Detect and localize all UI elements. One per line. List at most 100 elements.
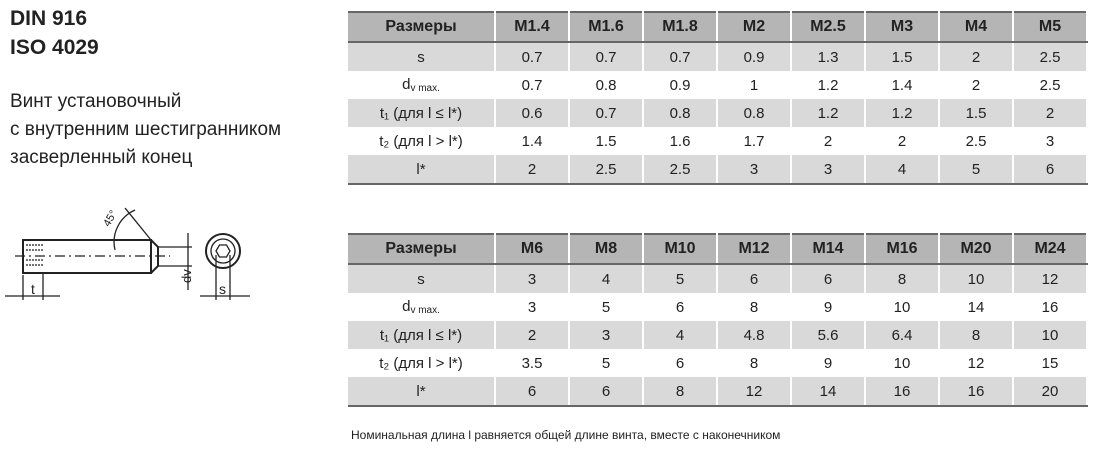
table-cell: 6	[791, 264, 866, 293]
product-description: Винт установочный с внутренним шестигран…	[10, 88, 281, 172]
table-cell: 5.6	[791, 321, 866, 349]
table-cell: 1.2	[865, 99, 940, 127]
footnote: Номинальная длина l равняется общей длин…	[351, 428, 781, 442]
table-cell: 10	[1013, 321, 1088, 349]
table-cell: 5	[569, 349, 644, 377]
column-header: M24	[1013, 233, 1088, 265]
table-cell: 10	[939, 264, 1014, 293]
table-cell: 6.4	[865, 321, 940, 349]
table-cell: 3	[569, 321, 644, 349]
table-cell: 0.9	[717, 42, 792, 71]
column-header: M14	[791, 233, 866, 265]
column-header: M4	[939, 11, 1014, 43]
column-header: M2	[717, 11, 792, 43]
table-cell: 1	[717, 71, 792, 99]
standard-title: DIN 916 ISO 4029	[10, 4, 99, 62]
table-cell: 1.5	[569, 127, 644, 155]
table-cell: 3	[495, 264, 570, 293]
table-cell: 9	[791, 293, 866, 321]
column-header: M12	[717, 233, 792, 265]
table-cell: 2.5	[643, 155, 718, 185]
description-line: засверленный конец	[10, 147, 193, 168]
table-cell: 2.5	[1013, 71, 1088, 99]
table-cell: 20	[1013, 377, 1088, 407]
row-label: l*	[348, 377, 496, 407]
column-header: M20	[939, 233, 1014, 265]
row-label: t₂ (для l > l*)	[348, 349, 496, 377]
table-row: l* 6 6 8 12 14 16 16 20	[348, 377, 1088, 407]
table-cell: 1.5	[865, 42, 940, 71]
row-label: s	[348, 264, 496, 293]
table-cell: 8	[939, 321, 1014, 349]
table-cell: 1.7	[717, 127, 792, 155]
table-cell: 0.8	[717, 99, 792, 127]
table-cell: 5	[939, 155, 1014, 185]
table-cell: 2	[791, 127, 866, 155]
table-cell: 6	[569, 377, 644, 407]
iso-label: ISO 4029	[10, 36, 99, 59]
description-line: Винт установочный	[10, 91, 182, 112]
dv-label: dv	[179, 269, 194, 283]
table-cell: 10	[865, 349, 940, 377]
screw-drawing: 45° t dv s	[5, 207, 250, 300]
table-cell: 4	[569, 264, 644, 293]
size-table-small: Размеры M1.4 M1.6 M1.8 M2 M2.5 M3 M4 M5 s 0.7 0.7 0.…	[348, 11, 1088, 185]
row-label: l*	[348, 155, 496, 185]
column-header: M2.5	[791, 11, 866, 43]
table-cell: 0.8	[643, 99, 718, 127]
table-cell: 2.5	[1013, 42, 1088, 71]
table-cell: 14	[939, 293, 1014, 321]
table-cell: 3.5	[495, 349, 570, 377]
row-label: dv max.	[348, 71, 496, 99]
table-cell: 2.5	[569, 155, 644, 185]
table-cell: 2	[495, 155, 570, 185]
column-header: M8	[569, 233, 644, 265]
column-header: M10	[643, 233, 718, 265]
table-cell: 4	[865, 155, 940, 185]
table-cell: 12	[1013, 264, 1088, 293]
table-cell: 9	[791, 349, 866, 377]
column-header: M1.6	[569, 11, 644, 43]
table-cell: 2	[939, 42, 1014, 71]
description-line: с внутренним шестигранником	[10, 119, 282, 140]
table-cell: 6	[495, 377, 570, 407]
table-cell: 1.6	[643, 127, 718, 155]
row-label: s	[348, 42, 496, 71]
table-cell: 3	[717, 155, 792, 185]
table-cell: 15	[1013, 349, 1088, 377]
row-label: t₂ (для l > l*)	[348, 127, 496, 155]
table-cell: 2.5	[939, 127, 1014, 155]
table-cell: 4.8	[717, 321, 792, 349]
table-cell: 2	[939, 71, 1014, 99]
column-header: M6	[495, 233, 570, 265]
table-cell: 1.3	[791, 42, 866, 71]
table-cell: 6	[717, 264, 792, 293]
table-cell: 2	[1013, 99, 1088, 127]
column-header: M1.8	[643, 11, 718, 43]
angle-label: 45°	[101, 208, 120, 228]
table-cell: 1.2	[791, 71, 866, 99]
din-label: DIN 916	[10, 7, 88, 30]
table-cell: 0.7	[495, 42, 570, 71]
table-cell: 16	[939, 377, 1014, 407]
table-row: dv max. 3 5 6 8 9 10 14 16	[348, 293, 1088, 321]
table-row: s 3 4 5 6 6 8 10 12	[348, 264, 1088, 293]
table-cell: 12	[939, 349, 1014, 377]
table-cell: 3	[1013, 127, 1088, 155]
t-label: t	[31, 281, 35, 297]
table-row: s 0.7 0.7 0.7 0.9 1.3 1.5 2 2.5	[348, 42, 1088, 71]
table-cell: 16	[865, 377, 940, 407]
table-cell: 0.7	[643, 42, 718, 71]
table-cell: 1.2	[791, 99, 866, 127]
table-cell: 3	[791, 155, 866, 185]
column-header: M16	[865, 233, 940, 265]
table-cell: 0.7	[569, 99, 644, 127]
table-row: t₂ (для l > l*) 1.4 1.5 1.6 1.7 2 2 2.5 3	[348, 127, 1088, 155]
table-cell: 0.9	[643, 71, 718, 99]
table-cell: 8	[865, 264, 940, 293]
table-row: dv max. 0.7 0.8 0.9 1 1.2 1.4 2 2.5	[348, 71, 1088, 99]
table-row: l* 2 2.5 2.5 3 3 4 5 6	[348, 155, 1088, 185]
table-cell: 5	[569, 293, 644, 321]
table-cell: 0.8	[569, 71, 644, 99]
table-cell: 6	[643, 293, 718, 321]
